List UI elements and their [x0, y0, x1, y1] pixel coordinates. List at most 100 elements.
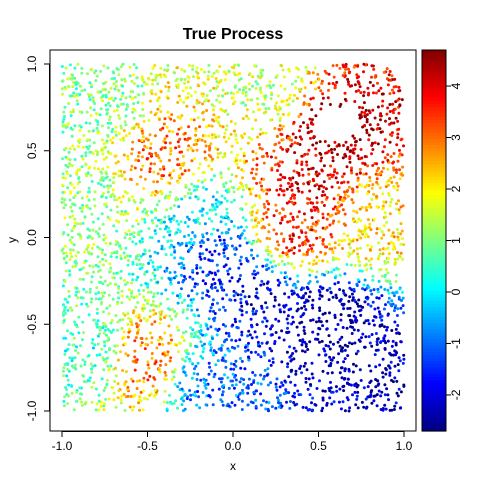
data-point: [93, 343, 97, 347]
data-point: [299, 264, 303, 268]
data-point: [211, 208, 214, 212]
data-point: [255, 291, 259, 295]
data-point: [350, 187, 354, 191]
data-point: [90, 85, 93, 89]
data-point: [104, 172, 108, 176]
data-point: [397, 89, 401, 93]
data-point: [304, 345, 308, 348]
data-point: [200, 138, 204, 142]
data-point: [78, 206, 82, 210]
x-tick-label: 0.5: [310, 439, 327, 453]
data-point: [309, 319, 313, 322]
data-point: [127, 198, 131, 202]
data-point: [240, 309, 244, 313]
data-point: [190, 300, 194, 304]
data-point: [323, 311, 327, 315]
data-point: [106, 66, 110, 70]
data-point: [112, 391, 116, 395]
data-point: [120, 94, 124, 98]
data-point: [222, 248, 226, 252]
data-point: [254, 398, 258, 402]
data-point: [172, 169, 176, 173]
data-point: [119, 269, 123, 273]
data-point: [64, 146, 68, 150]
data-point: [244, 183, 248, 187]
data-point: [200, 209, 204, 213]
data-point: [362, 101, 366, 105]
data-point: [237, 186, 241, 189]
data-point: [117, 132, 121, 136]
data-point: [269, 155, 273, 159]
data-point: [287, 295, 291, 299]
colorbar-segment: [422, 427, 446, 432]
data-point: [135, 387, 139, 390]
data-point: [276, 94, 280, 98]
data-point: [333, 168, 337, 172]
data-point: [363, 278, 367, 282]
data-point: [63, 297, 67, 301]
data-point: [100, 400, 103, 404]
data-point: [337, 220, 341, 224]
data-point: [355, 185, 359, 189]
data-point: [240, 333, 244, 337]
data-point: [100, 212, 104, 216]
data-point: [148, 170, 152, 174]
data-point: [70, 229, 74, 233]
data-point: [181, 358, 185, 362]
data-point: [396, 132, 400, 136]
data-point: [265, 215, 269, 219]
data-point: [221, 125, 225, 129]
data-point: [117, 73, 121, 77]
data-point: [193, 188, 196, 192]
data-point: [126, 263, 130, 267]
data-point: [247, 355, 250, 359]
colorbar-segment: [422, 138, 446, 143]
data-point: [346, 147, 349, 151]
data-point: [71, 85, 75, 89]
data-point: [170, 113, 174, 117]
data-point: [355, 238, 359, 242]
data-point: [126, 394, 130, 398]
data-point: [138, 114, 142, 118]
data-point: [360, 205, 364, 209]
data-point: [191, 393, 195, 397]
data-point: [86, 138, 90, 142]
data-point: [311, 262, 315, 266]
data-point: [268, 250, 272, 254]
data-point: [391, 339, 395, 343]
data-point: [119, 103, 123, 106]
colorbar-segment: [422, 399, 446, 404]
data-point: [82, 287, 86, 291]
data-point: [73, 124, 77, 128]
data-point: [80, 403, 84, 407]
data-point: [237, 235, 241, 239]
data-point: [224, 140, 228, 144]
data-point: [321, 96, 325, 100]
data-point: [280, 64, 284, 68]
data-point: [303, 304, 306, 308]
data-point: [111, 141, 115, 145]
data-point: [185, 397, 189, 401]
data-point: [102, 238, 106, 242]
data-point: [240, 408, 244, 411]
data-point: [285, 283, 289, 287]
data-point: [176, 83, 180, 87]
data-point: [101, 82, 105, 86]
data-point: [380, 92, 384, 96]
data-point: [268, 80, 272, 84]
data-point: [149, 278, 153, 282]
data-point: [204, 144, 208, 148]
data-point: [283, 215, 287, 219]
data-point: [374, 315, 378, 319]
data-point: [290, 200, 294, 204]
data-point: [160, 244, 164, 248]
colorbar-segment: [422, 192, 446, 197]
data-point: [232, 224, 236, 228]
data-point: [245, 108, 249, 112]
data-point: [179, 287, 183, 291]
data-point: [225, 199, 229, 203]
data-point: [301, 173, 305, 177]
data-point: [172, 119, 176, 123]
data-point: [302, 364, 306, 368]
data-point: [366, 243, 370, 247]
